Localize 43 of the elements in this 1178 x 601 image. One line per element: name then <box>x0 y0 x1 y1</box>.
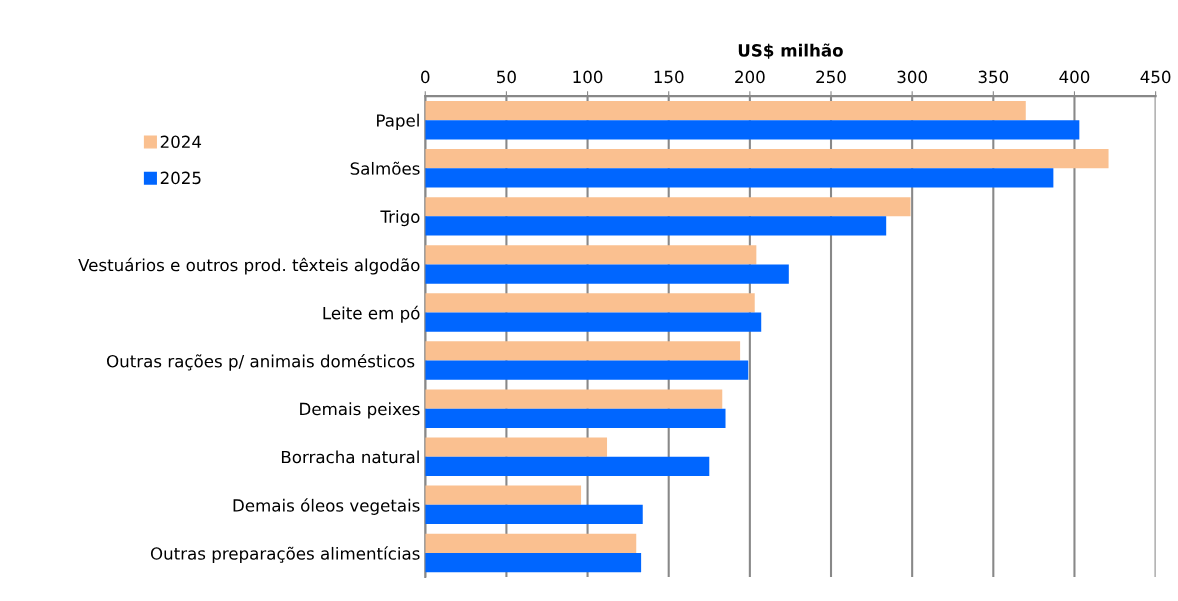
bar <box>425 360 749 380</box>
x-tick-label: 250 <box>816 70 846 84</box>
x-tick-label: 50 <box>497 70 516 84</box>
y-tick-label: Demais peixes <box>300 402 420 419</box>
y-tick-label: Papel <box>377 113 419 130</box>
bar <box>425 149 1109 169</box>
bar <box>425 437 608 457</box>
bar <box>425 312 762 332</box>
bar <box>425 245 757 265</box>
y-tick-label: Vestuários e outros prod. têxteis algodão <box>78 257 420 275</box>
bar <box>425 504 643 525</box>
x-tick-label: 150 <box>654 70 684 84</box>
y-tick-label: Salmões <box>350 161 420 175</box>
bar <box>425 485 582 505</box>
bar <box>425 216 887 236</box>
x-tick-label: 400 <box>1059 70 1090 84</box>
y-tick-label: Demais óleos vegetais <box>233 498 420 515</box>
bar <box>425 197 911 217</box>
x-tick-label: 350 <box>978 70 1009 84</box>
x-axis-title: US$ milhão <box>738 43 843 59</box>
x-tick-label: 300 <box>897 70 927 84</box>
bar <box>425 120 1080 140</box>
y-tick-label: Leite em pó <box>323 305 420 323</box>
bar <box>425 456 710 476</box>
bar <box>425 533 637 553</box>
bar <box>425 408 726 428</box>
bar <box>425 389 723 409</box>
y-tick-label: Trigo <box>380 210 420 227</box>
legend-label: 2025 <box>160 171 201 185</box>
legend-label: 2024 <box>160 135 202 149</box>
bar <box>425 264 789 284</box>
x-tick-label: 0 <box>421 70 430 84</box>
bar <box>425 552 642 573</box>
x-tick-label: 450 <box>1140 70 1171 84</box>
bar <box>425 168 1054 188</box>
x-tick-label: 200 <box>735 70 765 84</box>
y-tick-label: Outras preparações alimentícias <box>150 546 420 564</box>
bar <box>425 341 741 361</box>
bar <box>425 293 755 313</box>
bar <box>425 100 1026 121</box>
y-tick-label: Outras rações p/ animais domésticos <box>107 353 415 371</box>
y-tick-label: Borracha natural <box>281 450 419 464</box>
x-tick-label: 100 <box>573 70 603 84</box>
